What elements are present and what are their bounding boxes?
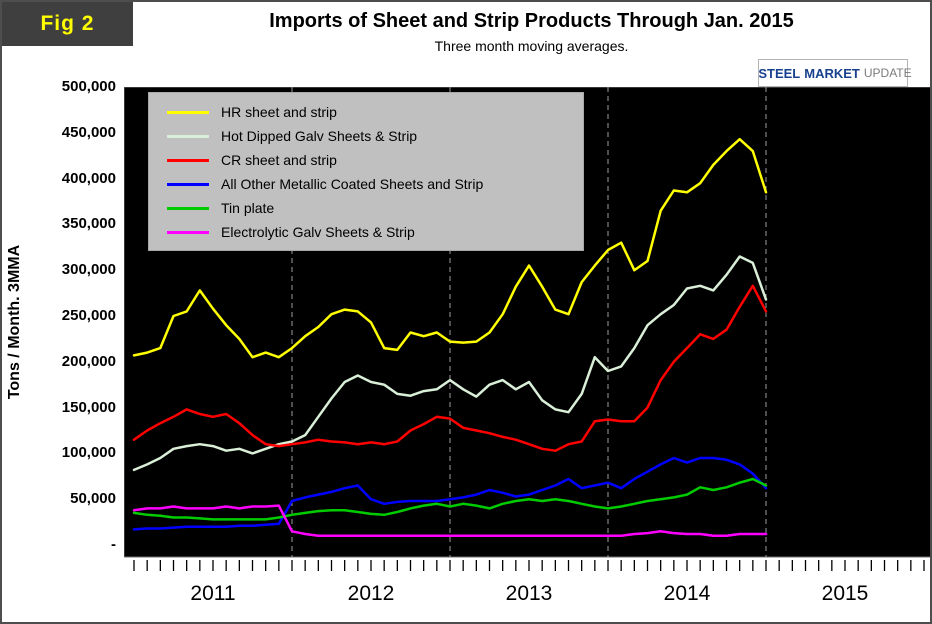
figure-label: Fig 2 xyxy=(2,2,133,46)
legend-line-swatch xyxy=(167,182,209,186)
legend: HR sheet and strip Hot Dipped Galv Sheets… xyxy=(148,92,584,251)
legend-row: CR sheet and strip xyxy=(149,148,583,172)
x-year-label: 2013 xyxy=(505,582,553,605)
legend-row: Hot Dipped Galv Sheets & Strip xyxy=(149,124,583,148)
chart-title: Imports of Sheet and Strip Products Thro… xyxy=(269,10,794,32)
legend-line-swatch xyxy=(167,158,209,162)
series-line-2 xyxy=(132,284,768,452)
legend-line-swatch xyxy=(167,230,209,234)
legend-row: Tin plate xyxy=(149,196,583,220)
y-tick-label: 500,000 xyxy=(61,78,116,95)
legend-row: Electrolytic Galv Sheets & Strip xyxy=(149,220,583,244)
legend-label: CR sheet and strip xyxy=(221,152,337,168)
y-tick-label: 200,000 xyxy=(61,352,116,370)
legend-label: HR sheet and strip xyxy=(221,104,337,120)
legend-line-swatch xyxy=(167,110,209,114)
legend-label: All Other Metallic Coated Sheets and Str… xyxy=(221,176,484,192)
y-tick-label: 450,000 xyxy=(61,123,116,141)
series-line-1 xyxy=(132,255,768,472)
legend-line-swatch xyxy=(167,134,209,138)
x-year-label: 2011 xyxy=(190,582,236,605)
legend-line-swatch xyxy=(167,206,209,210)
y-tick-label: 400,000 xyxy=(61,169,116,187)
x-year-label: 2012 xyxy=(347,582,395,605)
legend-row: All Other Metallic Coated Sheets and Str… xyxy=(149,172,583,196)
y-tick-label: 50,000 xyxy=(70,490,116,508)
y-tick-labels: 500,000 450,000 400,000 350,000 300,000 250,0… xyxy=(2,2,120,622)
legend-label: Electrolytic Galv Sheets & Strip xyxy=(221,224,415,240)
steel-market-update-logo: STEEL MARKET UPDATE xyxy=(758,59,912,87)
y-tick-label: 250,000 xyxy=(61,307,116,324)
series-line-5 xyxy=(132,504,768,538)
y-tick-label: 300,000 xyxy=(61,261,116,279)
series-line-0 xyxy=(132,137,768,359)
x-year-label: 2015 xyxy=(821,582,869,605)
logo-text-steel: STEEL xyxy=(758,65,801,81)
x-year-labels: 2011 2012 2013 2014 2015 xyxy=(2,582,930,612)
y-tick-label: 150,000 xyxy=(61,398,116,416)
chart-subtitle: Three month moving averages. xyxy=(434,38,629,54)
legend-row: HR sheet and strip xyxy=(149,100,583,124)
logo-text-update: UPDATE xyxy=(863,66,912,80)
series-line-3 xyxy=(132,456,768,531)
legend-label: Tin plate xyxy=(221,200,275,216)
logo-text-market: MARKET xyxy=(804,65,860,81)
x-year-label: 2014 xyxy=(663,582,711,605)
y-tick-label: - xyxy=(111,536,116,553)
series-line-4 xyxy=(132,477,768,521)
y-tick-label: 350,000 xyxy=(61,215,116,233)
y-tick-label: 100,000 xyxy=(61,444,116,462)
legend-label: Hot Dipped Galv Sheets & Strip xyxy=(221,128,418,144)
